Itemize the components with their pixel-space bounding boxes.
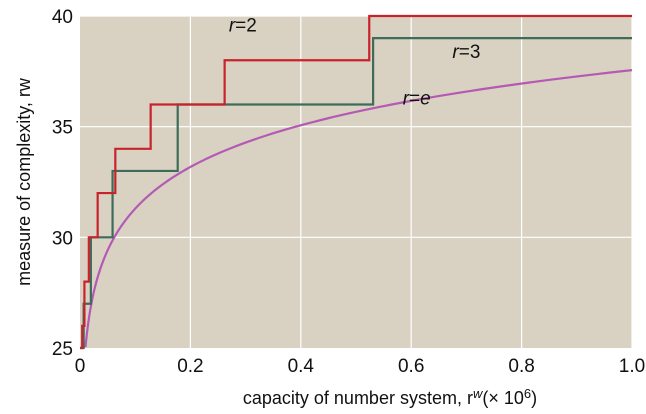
x-axis-title: capacity of number system, rw(× 106) bbox=[243, 386, 537, 408]
series-layer bbox=[80, 14, 633, 350]
y-tick-label: 35 bbox=[52, 118, 73, 139]
tick-labels: 0 0.2 0.4 0.6 0.8 1.0 25 30 35 40 bbox=[52, 7, 645, 377]
curve-label-r-2: r=2 bbox=[229, 15, 257, 36]
curve-labels: r=2 r=3 r=e bbox=[229, 15, 481, 109]
curve-label-r-e: r=e bbox=[403, 89, 431, 110]
series-line-r-2 bbox=[80, 14, 632, 350]
y-axis-title: measure of complexity, rw bbox=[14, 77, 34, 286]
y-tick-label: 40 bbox=[52, 7, 73, 28]
plot-background bbox=[80, 16, 632, 348]
x-tick-label: 0.8 bbox=[508, 356, 534, 377]
x-tick-label: 1.0 bbox=[619, 356, 645, 377]
y-tick-label: 30 bbox=[52, 228, 73, 249]
grid-lines bbox=[80, 15, 633, 348]
x-tick-label: 0.2 bbox=[177, 356, 203, 377]
y-tick-label: 25 bbox=[52, 339, 73, 360]
curve-label-r-3: r=3 bbox=[452, 42, 480, 63]
x-tick-label: 0.4 bbox=[288, 356, 315, 377]
x-tick-label: 0 bbox=[75, 356, 86, 377]
x-tick-label: 0.6 bbox=[398, 356, 424, 377]
